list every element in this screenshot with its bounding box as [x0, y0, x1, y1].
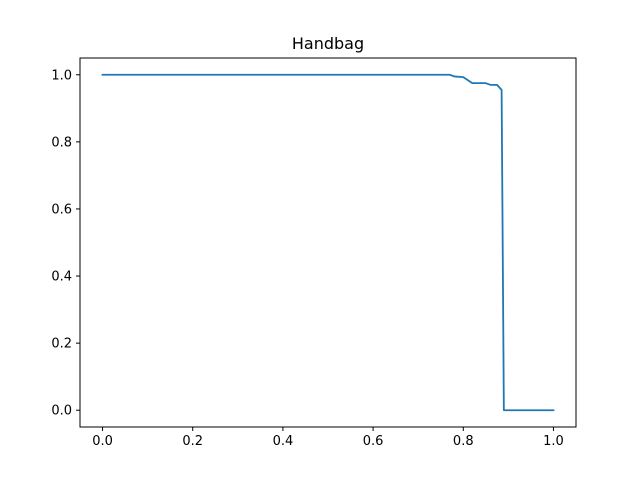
plot-frame [79, 57, 577, 428]
x-tick-label: 0.6 [363, 434, 384, 449]
x-tick-label: 1.0 [543, 434, 564, 449]
y-tick-label: 0.0 [51, 404, 72, 419]
x-tick-label: 0.0 [92, 434, 113, 449]
series-layer [101, 73, 555, 412]
y-tick-label: 0.4 [51, 270, 72, 285]
axes-layer: 0.0 0.2 0.4 0.6 0.8 1.0 0.0 0.2 0.4 0.6 0.8 1.0 [51, 68, 563, 449]
y-tick-label: 0.2 [51, 337, 72, 352]
x-tick-label: 0.2 [182, 434, 203, 449]
y-tick-label: 1.0 [51, 68, 72, 83]
x-tick-label: 0.8 [453, 434, 474, 449]
y-tick-label: 0.6 [51, 202, 72, 217]
series-line-0 [101, 73, 555, 412]
y-tick-label: 0.8 [51, 135, 72, 150]
chart-title: Handbag [292, 34, 364, 53]
x-tick-label: 0.4 [273, 434, 294, 449]
